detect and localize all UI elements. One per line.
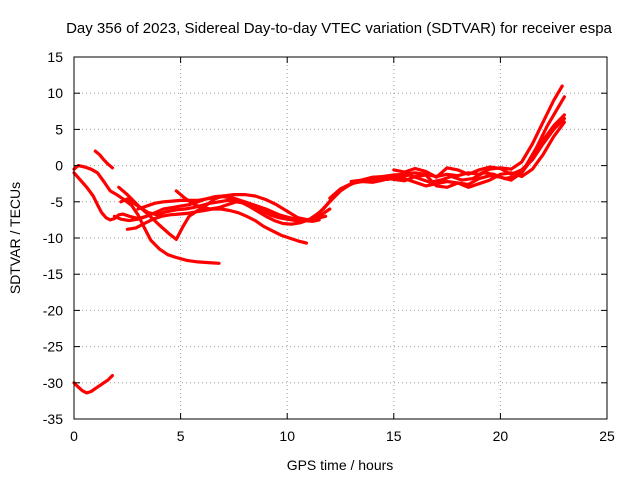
y-tick-label: -10 <box>43 230 63 246</box>
y-tick-label: -5 <box>51 194 64 210</box>
y-axis-ticks: 15 10 5 0 -5 -10 -15 -20 -25 -30 -35 <box>43 49 607 427</box>
y-tick-label: -20 <box>43 302 63 318</box>
series-trace-11 <box>311 95 567 220</box>
x-tick-label: 25 <box>599 428 615 444</box>
x-tick-label: 10 <box>279 428 295 444</box>
y-tick-label: -30 <box>43 375 63 391</box>
y-tick-label: -15 <box>43 266 63 282</box>
plot-frame <box>73 56 608 420</box>
y-tick-label: 10 <box>47 85 63 101</box>
y-tick-label: -25 <box>43 339 63 355</box>
series-trace-9 <box>136 195 311 226</box>
y-axis-label: SDTVAR / TECUs <box>7 182 23 294</box>
x-tick-label: 0 <box>70 428 78 444</box>
series-trace-15 <box>72 374 115 395</box>
series-trace-1 <box>93 149 115 170</box>
series-trace-14 <box>392 116 567 179</box>
x-tick-label: 15 <box>386 428 402 444</box>
chart-title: Day 356 of 2023, Sidereal Day-to-day VTE… <box>66 20 612 37</box>
x-axis-label: GPS time / hours <box>287 457 394 473</box>
y-tick-label: 15 <box>47 49 63 65</box>
x-tick-label: 20 <box>493 428 509 444</box>
y-tick-label: 5 <box>55 121 63 137</box>
series-trace-13 <box>349 120 567 189</box>
y-tick-label: -35 <box>43 411 63 427</box>
gridlines <box>74 57 607 419</box>
series-trace-10 <box>306 84 564 222</box>
series-trace-2 <box>72 171 149 222</box>
x-axis-ticks: 0 5 10 15 20 25 <box>70 57 615 444</box>
y-tick-label: 0 <box>55 158 63 174</box>
x-tick-label: 5 <box>177 428 185 444</box>
series-trace-3 <box>72 164 221 265</box>
data-series <box>72 84 567 395</box>
